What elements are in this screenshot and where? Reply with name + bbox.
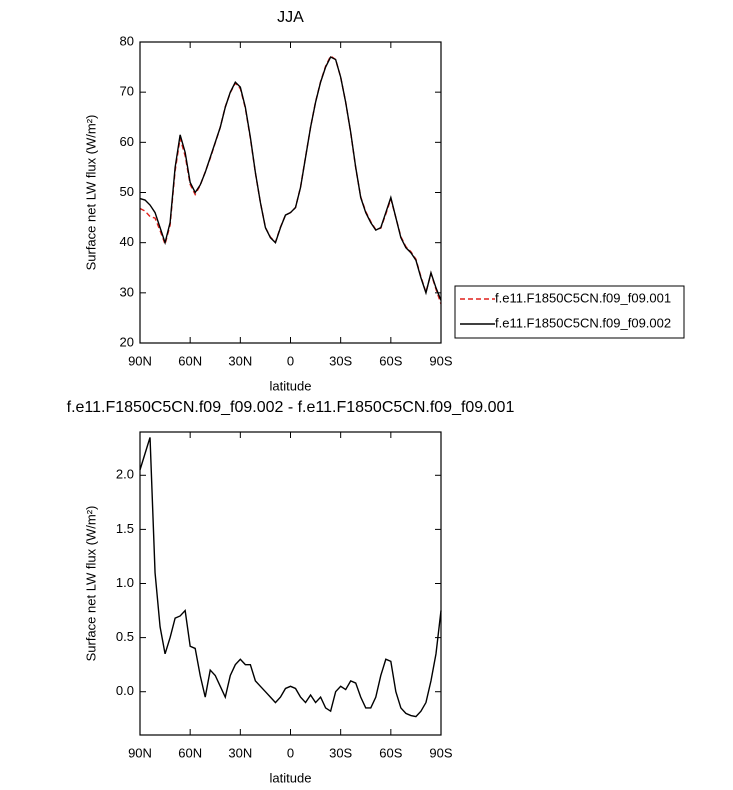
y-axis-label: Surface net LW flux (W/m²) xyxy=(83,115,98,271)
legend-label: f.e11.F1850C5CN.f09_f09.001 xyxy=(495,290,671,305)
x-tick-label: 90S xyxy=(429,745,452,760)
x-tick-label: 60S xyxy=(379,745,402,760)
y-tick-label: 1.0 xyxy=(116,575,134,590)
y-tick-label: 60 xyxy=(120,134,134,149)
x-tick-label: 90N xyxy=(128,745,152,760)
y-tick-label: 50 xyxy=(120,184,134,199)
data-line xyxy=(139,437,442,718)
y-tick-label: 70 xyxy=(120,84,134,99)
legend-box xyxy=(454,285,685,339)
legend-label: f.e11.F1850C5CN.f09_f09.002 xyxy=(495,315,671,330)
chart-title: JJA xyxy=(277,9,304,26)
y-tick-label: 1.5 xyxy=(116,521,134,536)
y-tick-label: 2.0 xyxy=(116,467,134,482)
x-tick-label: 30N xyxy=(228,353,252,368)
chart-title: f.e11.F1850C5CN.f09_f09.002 - f.e11.F185… xyxy=(67,399,515,416)
y-axis-label: Surface net LW flux (W/m²) xyxy=(83,506,98,662)
x-axis-label: latitude xyxy=(270,378,312,393)
x-tick-label: 60N xyxy=(178,353,202,368)
x-tick-label: 90S xyxy=(429,353,452,368)
data-line xyxy=(139,56,442,301)
x-tick-label: 0 xyxy=(287,745,294,760)
x-tick-label: 30S xyxy=(329,353,352,368)
plot-frame xyxy=(139,431,442,736)
plot-frame xyxy=(139,41,442,344)
y-tick-label: 0.0 xyxy=(116,683,134,698)
y-tick-label: 80 xyxy=(120,33,134,48)
x-tick-label: 30N xyxy=(228,745,252,760)
y-tick-label: 0.5 xyxy=(116,629,134,644)
x-tick-label: 0 xyxy=(287,353,294,368)
y-tick-label: 40 xyxy=(120,234,134,249)
y-tick-label: 20 xyxy=(120,334,134,349)
y-tick-label: 30 xyxy=(120,284,134,299)
x-tick-label: 90N xyxy=(128,353,152,368)
data-line xyxy=(139,55,442,305)
x-tick-label: 30S xyxy=(329,745,352,760)
x-tick-label: 60N xyxy=(178,745,202,760)
x-tick-label: 60S xyxy=(379,353,402,368)
x-axis-label: latitude xyxy=(270,770,312,785)
